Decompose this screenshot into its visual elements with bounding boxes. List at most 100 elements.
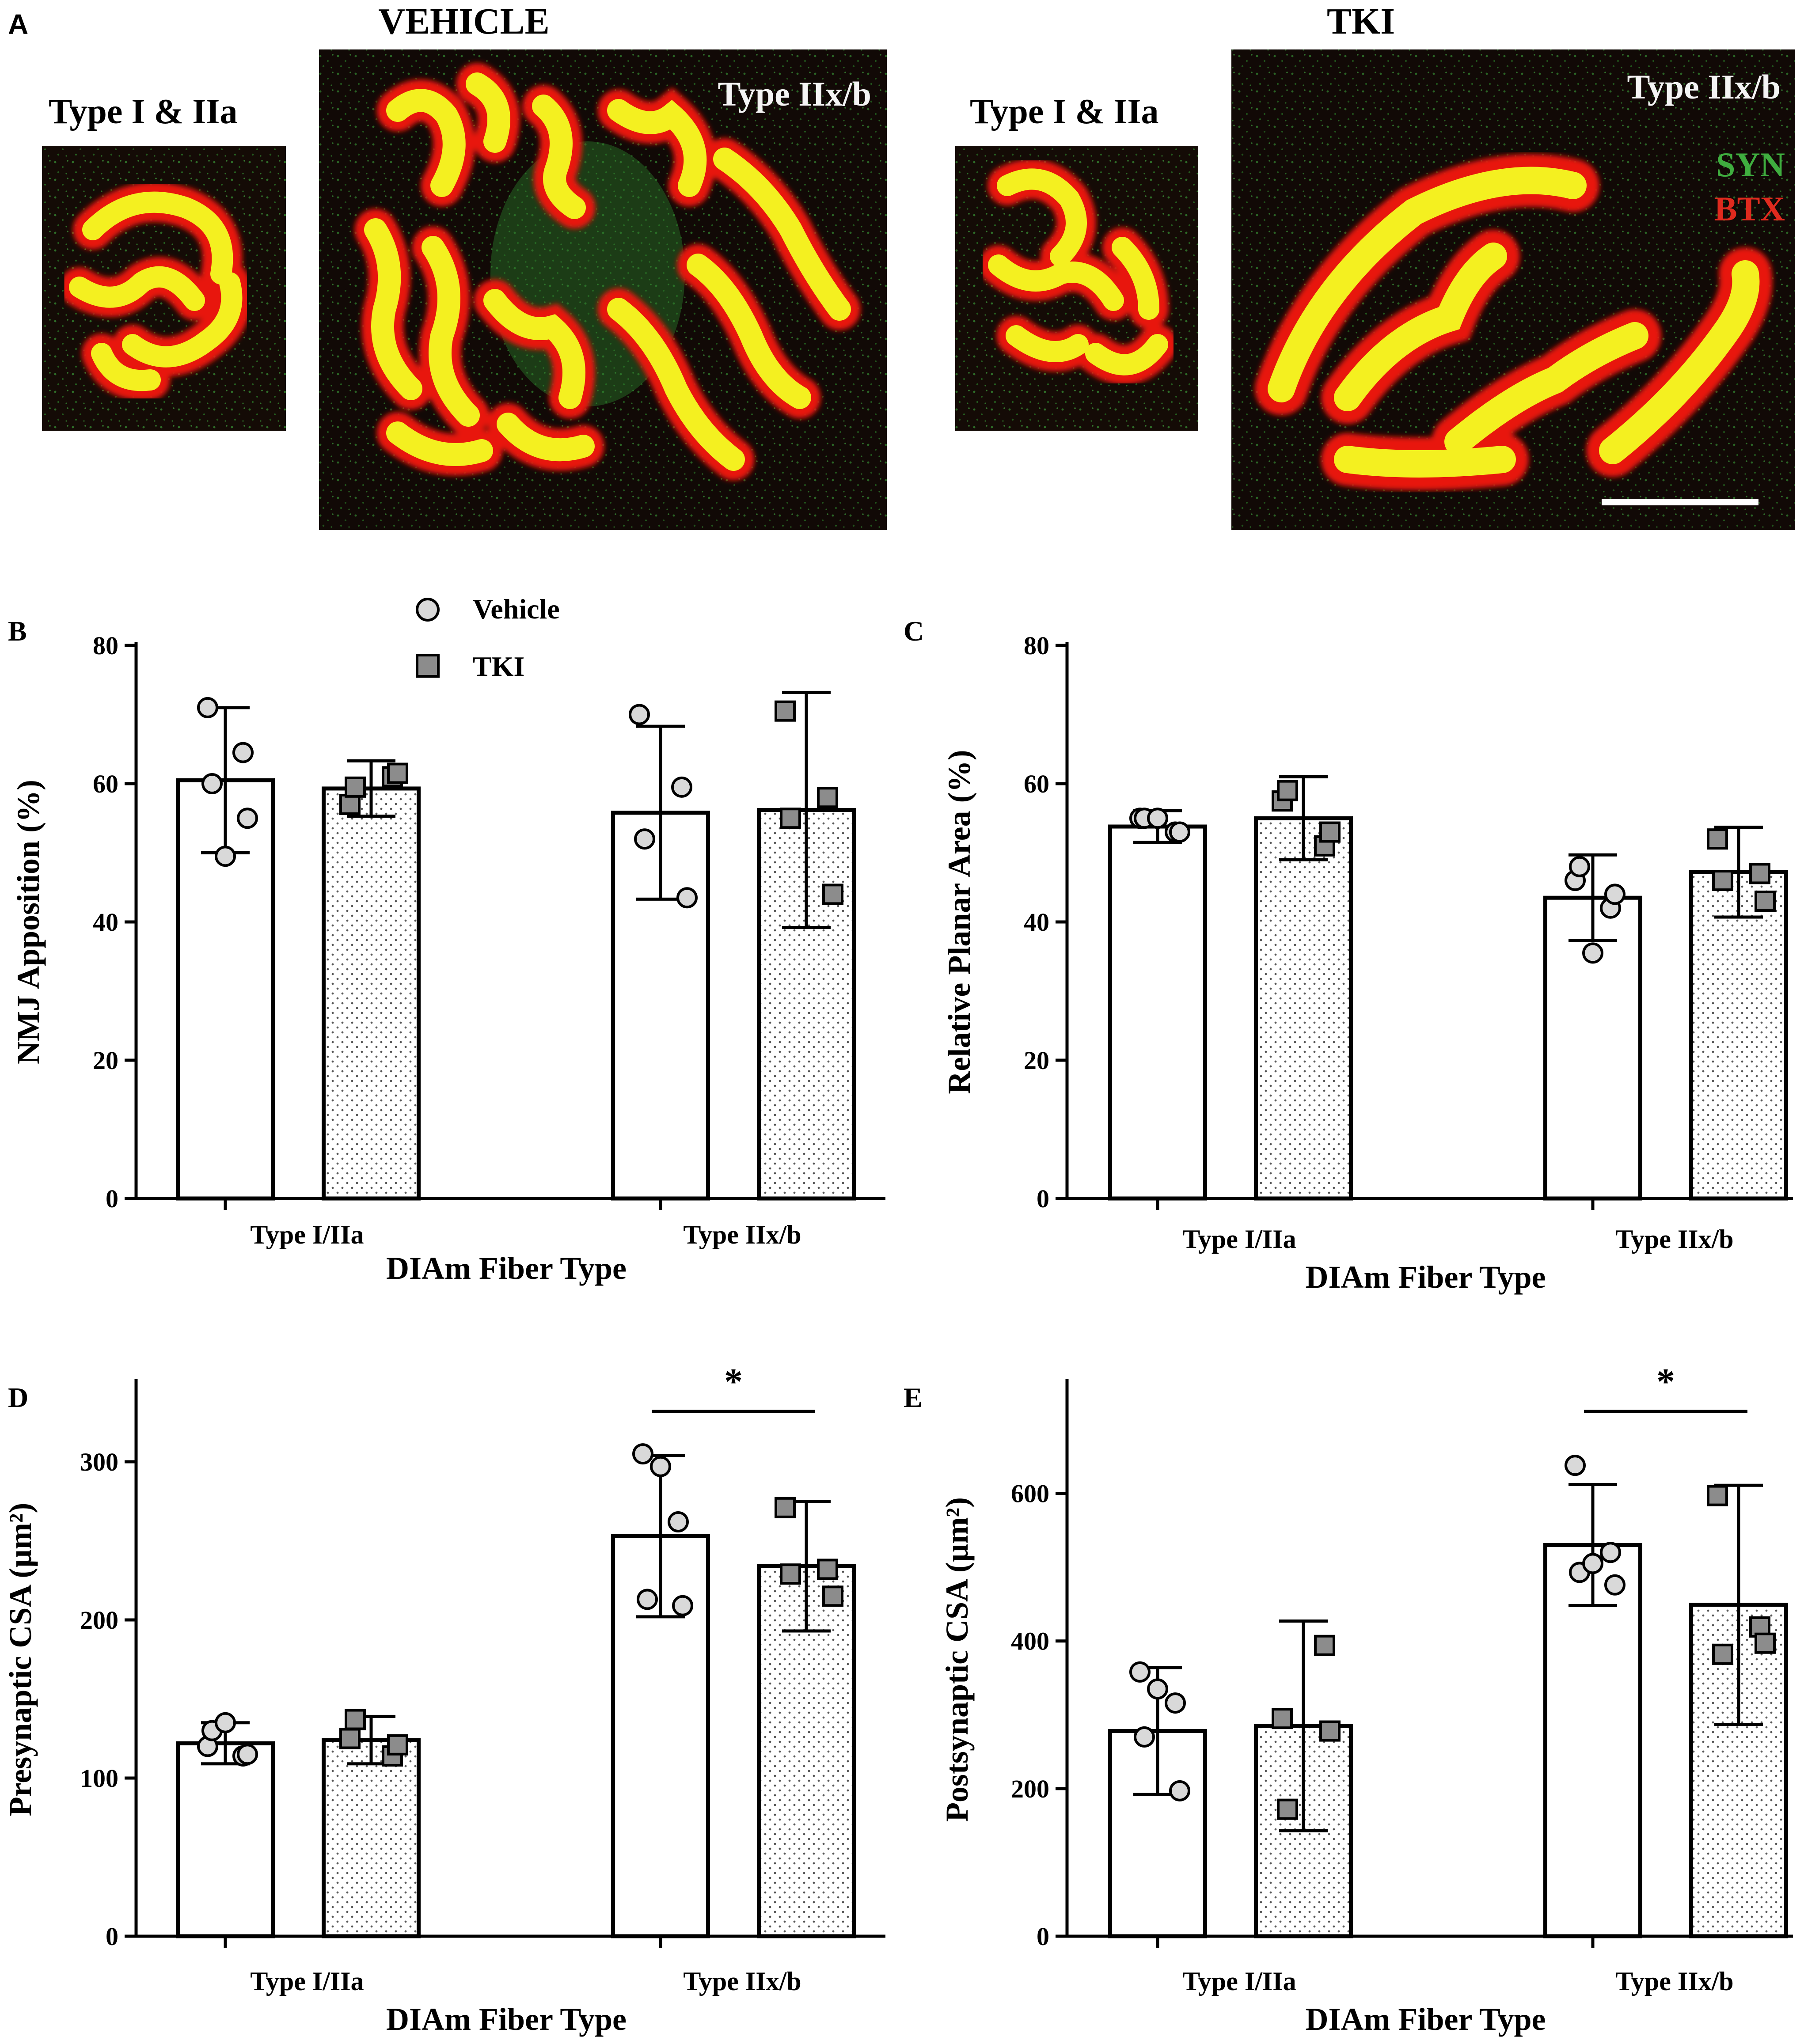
vehicle-large-image-label: Type IIx/b bbox=[718, 75, 872, 113]
x-axis-title-b: DIAm Fiber Type bbox=[386, 1251, 627, 1286]
data-point-e-tki bbox=[1707, 1485, 1728, 1506]
data-point-d-tki bbox=[817, 1559, 838, 1580]
tki-type-i-iia-image bbox=[955, 146, 1198, 431]
y-tick-label-b: 40 bbox=[93, 908, 118, 937]
data-point-d-vehicle bbox=[650, 1456, 671, 1477]
data-point-d-vehicle bbox=[637, 1589, 658, 1610]
bar-d-tki-0 bbox=[322, 1738, 421, 1938]
significance-star-d: * bbox=[724, 1361, 743, 1402]
data-point-e-tki bbox=[1314, 1634, 1335, 1656]
tki-type-iixb-image bbox=[1231, 49, 1795, 530]
data-point-d-tki bbox=[780, 1563, 801, 1585]
y-tick-label-d: 0 bbox=[106, 1922, 118, 1951]
data-point-d-vehicle bbox=[668, 1511, 689, 1533]
y-tick-label-e: 400 bbox=[1011, 1627, 1049, 1656]
data-point-c-tki bbox=[1319, 821, 1341, 843]
tki-small-image-label: Type I & IIa bbox=[970, 92, 1159, 131]
data-point-d-tki bbox=[387, 1734, 408, 1756]
data-point-d-vehicle bbox=[237, 1744, 258, 1765]
data-point-d-tki bbox=[345, 1709, 366, 1730]
legend-tki-marker bbox=[416, 654, 440, 678]
scale-bar bbox=[1602, 499, 1758, 505]
category-label-b: Type I/IIa bbox=[250, 1220, 364, 1249]
x-axis-title-d: DIAm Fiber Type bbox=[386, 2002, 627, 2037]
data-point-e-vehicle bbox=[1600, 1542, 1621, 1563]
y-tick-label-c: 20 bbox=[1024, 1046, 1049, 1075]
data-point-c-tki bbox=[1707, 828, 1728, 850]
category-label-c: Type I/IIa bbox=[1182, 1225, 1296, 1254]
y-tick-label-b: 60 bbox=[93, 770, 118, 798]
y-tick-label-c: 40 bbox=[1024, 908, 1049, 937]
data-point-b-vehicle bbox=[201, 773, 223, 794]
data-point-c-tki bbox=[1277, 780, 1298, 801]
vehicle-title: VEHICLE bbox=[378, 1, 550, 42]
y-tick-label-d: 300 bbox=[80, 1448, 118, 1476]
data-point-e-tki bbox=[1272, 1708, 1293, 1729]
panel-letter-a: A bbox=[8, 8, 29, 40]
y-tick-label-d: 100 bbox=[80, 1764, 118, 1793]
category-label-e: Type IIx/b bbox=[1615, 1967, 1733, 1996]
tki-large-image-label: Type IIx/b bbox=[1627, 68, 1781, 106]
data-point-e-vehicle bbox=[1165, 1692, 1186, 1714]
y-axis-title-c: Relative Planar Area (%) bbox=[942, 750, 977, 1094]
data-point-b-vehicle bbox=[197, 697, 218, 718]
data-point-c-vehicle bbox=[1582, 942, 1603, 964]
bar-c-vehicle-0 bbox=[1108, 824, 1207, 1201]
data-point-b-vehicle bbox=[215, 846, 236, 867]
microscopy-panel bbox=[42, 49, 1795, 530]
data-point-e-vehicle bbox=[1565, 1455, 1586, 1476]
data-point-d-tki bbox=[775, 1497, 796, 1518]
bar-c-tki-0 bbox=[1254, 816, 1353, 1201]
data-point-d-tki bbox=[339, 1728, 361, 1749]
data-point-e-tki bbox=[1319, 1720, 1341, 1742]
data-point-d-vehicle bbox=[632, 1443, 653, 1465]
bar-e-vehicle-1 bbox=[1543, 1543, 1642, 1938]
data-point-b-vehicle bbox=[629, 704, 650, 725]
data-point-c-tki bbox=[1749, 863, 1770, 884]
data-point-b-tki bbox=[780, 808, 801, 829]
vehicle-type-i-iia-image bbox=[42, 146, 286, 431]
x-axis-title-c: DIAm Fiber Type bbox=[1305, 1259, 1546, 1295]
btx-label: BTX bbox=[1714, 190, 1785, 228]
y-axis-title-e: Postsynaptic CSA (µm²) bbox=[939, 1497, 975, 1822]
y-tick-label-d: 200 bbox=[80, 1606, 118, 1634]
category-label-d: Type IIx/b bbox=[683, 1967, 801, 1996]
data-point-e-vehicle bbox=[1604, 1574, 1625, 1596]
y-tick-label-c: 60 bbox=[1024, 770, 1049, 798]
syn-label: SYN bbox=[1716, 145, 1785, 184]
category-label-d: Type I/IIa bbox=[250, 1967, 364, 1996]
data-point-d-vehicle bbox=[672, 1595, 693, 1616]
data-point-b-tki bbox=[387, 762, 408, 784]
data-point-e-tki bbox=[1277, 1798, 1298, 1820]
data-point-c-tki bbox=[1712, 870, 1733, 891]
data-point-b-tki bbox=[817, 787, 838, 808]
data-point-c-vehicle bbox=[1604, 884, 1625, 905]
bar-b-tki-0 bbox=[322, 786, 421, 1201]
y-tick-label-b: 0 bbox=[106, 1184, 118, 1213]
y-tick-label-e: 600 bbox=[1011, 1479, 1049, 1508]
vehicle-small-image-label: Type I & IIa bbox=[49, 92, 238, 131]
legend-vehicle-marker bbox=[416, 598, 440, 622]
data-point-e-tki bbox=[1712, 1643, 1733, 1665]
data-point-e-vehicle bbox=[1169, 1780, 1190, 1801]
x-axis-title-e: DIAm Fiber Type bbox=[1305, 2002, 1546, 2037]
data-point-b-vehicle bbox=[676, 887, 698, 909]
y-tick-label-e: 0 bbox=[1037, 1922, 1049, 1951]
y-axis-title-d: Presynaptic CSA (µm²) bbox=[3, 1503, 38, 1816]
y-tick-label-e: 200 bbox=[1011, 1775, 1049, 1803]
data-point-b-tki bbox=[339, 793, 361, 815]
y-tick-label-c: 0 bbox=[1037, 1184, 1049, 1213]
bar-c-tki-1 bbox=[1689, 870, 1788, 1201]
data-point-c-vehicle bbox=[1169, 821, 1190, 843]
data-point-d-tki bbox=[822, 1585, 843, 1607]
category-label-c: Type IIx/b bbox=[1615, 1225, 1733, 1254]
legend-vehicle-label: Vehicle bbox=[473, 593, 560, 625]
data-point-b-vehicle bbox=[237, 808, 258, 829]
data-point-e-tki bbox=[1755, 1632, 1776, 1654]
panel-letter-d: D bbox=[8, 1382, 28, 1413]
data-point-c-tki bbox=[1755, 891, 1776, 912]
bar-d-vehicle-0 bbox=[176, 1741, 275, 1938]
legend-tki-label: TKI bbox=[473, 651, 524, 682]
data-point-c-vehicle bbox=[1569, 856, 1590, 877]
